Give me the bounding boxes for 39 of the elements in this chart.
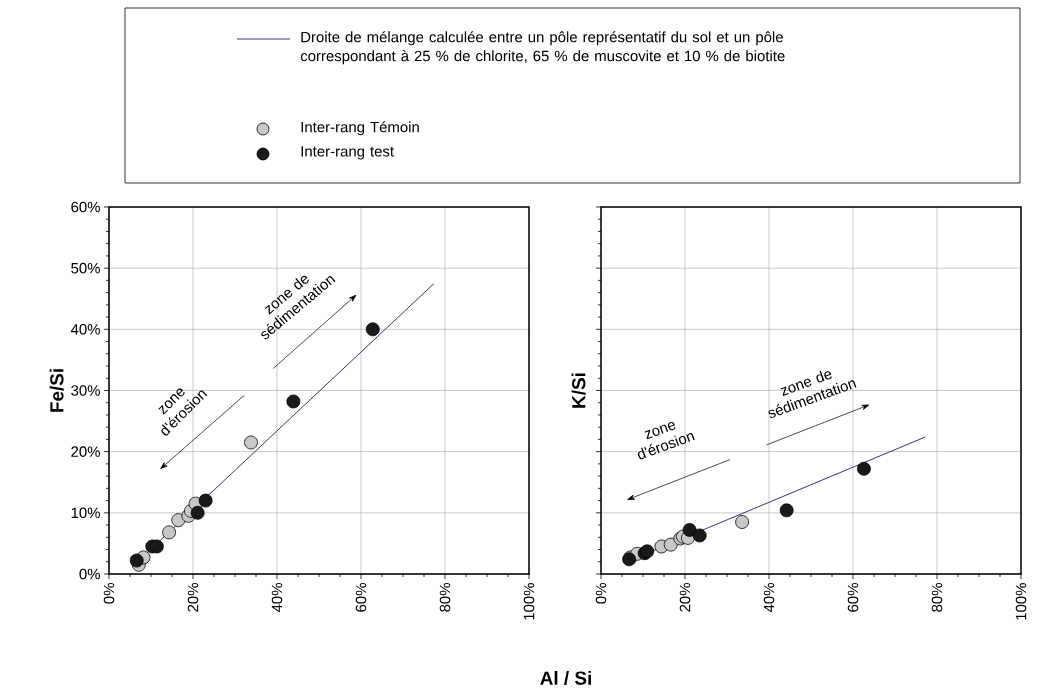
point (735, 515, 750, 529)
point (129, 553, 144, 568)
x-tick-label: 100% (523, 583, 535, 620)
x-tick-label: 60% (847, 583, 859, 612)
y-tick-label: 60% (71, 201, 100, 213)
y-tick-label: 40% (70, 324, 100, 335)
point (198, 493, 213, 508)
y-tick-label: 10% (71, 507, 100, 519)
x-tick-label: 80% (931, 583, 943, 612)
x-tick-label: 20% (679, 583, 691, 612)
point (779, 503, 794, 518)
point (190, 505, 205, 520)
x-tick-label: 20% (187, 583, 199, 612)
point (682, 523, 697, 537)
point (162, 525, 176, 540)
x-tick-label: 60% (355, 583, 367, 612)
x-tick-label: 40% (763, 583, 775, 613)
x-tick-label: 40% (271, 583, 283, 613)
x-tick-label: 100% (1015, 583, 1027, 620)
point (857, 461, 871, 476)
x-tick-label: 0% (595, 583, 607, 604)
legend-label: Droite de mélange calculée entre un pôle représentatif du sol et un pôle correspondant à 25 % de chlorite, 65 % de muscovite et 10 % de biotite (300, 31, 785, 65)
y-tick-label: 20% (71, 446, 100, 457)
y-tick-label: 0% (79, 568, 100, 580)
point (365, 322, 380, 337)
point (244, 435, 258, 450)
point (149, 539, 164, 554)
legend-label: Inter-rang test (301, 146, 394, 160)
point (286, 394, 301, 409)
y-axis-title: K/Si (571, 373, 586, 408)
point (663, 537, 678, 552)
y-axis-title: Fe/Si (49, 369, 64, 412)
x-tick-label: 80% (439, 583, 451, 612)
point (692, 528, 707, 543)
y-tick-label: 30% (71, 385, 100, 396)
legend-label: Inter-rang Témoin (301, 121, 419, 136)
x-axis-title: Al / Si (540, 670, 591, 686)
y-tick-label: 50% (71, 262, 100, 274)
x-tick-label: 0% (103, 583, 115, 604)
